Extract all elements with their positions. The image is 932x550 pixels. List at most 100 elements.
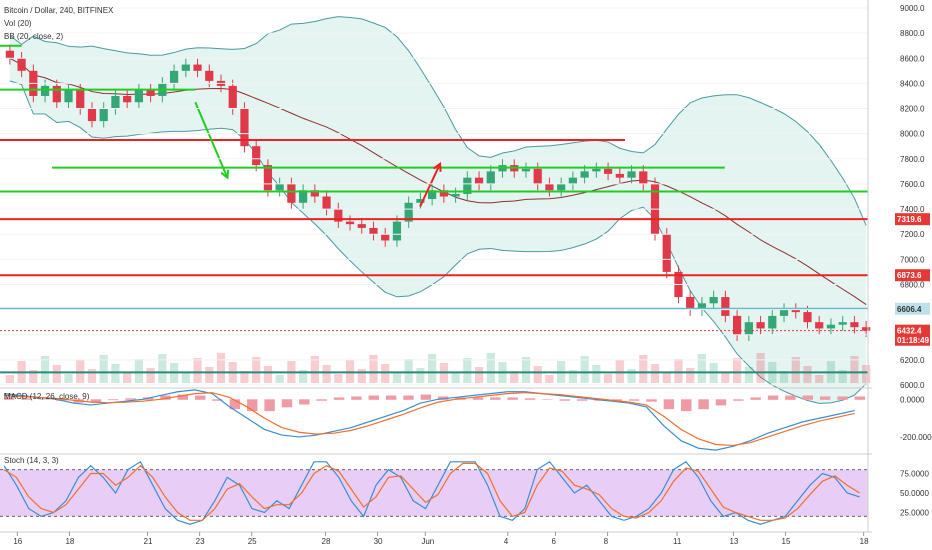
candle-body[interactable] [768,315,777,329]
candle-body[interactable] [99,108,108,122]
volume-bar [686,368,695,383]
candle-body[interactable] [169,70,179,84]
candle-body[interactable] [345,221,355,225]
candle-body[interactable] [416,199,425,203]
price-tick-label: 7200.0 [900,230,925,239]
volume-bar [744,367,753,383]
candle-body[interactable] [686,297,695,310]
candle-body[interactable] [40,85,50,96]
candle-body[interactable] [791,309,800,313]
candle-body[interactable] [275,183,284,191]
macd-histogram-bar [472,397,484,400]
candle-body[interactable] [52,85,61,103]
candle-body[interactable] [779,309,789,316]
candle-body[interactable] [392,221,402,241]
candle-body[interactable] [557,183,566,191]
candle-body[interactable] [17,58,26,71]
candle-body[interactable] [322,196,331,210]
candle-body[interactable] [850,322,859,328]
volume-bar [592,365,601,383]
candle-body[interactable] [357,224,366,228]
candle-body[interactable] [838,322,847,325]
volume-bar [416,368,425,383]
macd-histogram-bar [524,398,536,400]
volume-bar [334,374,343,383]
candle-body[interactable] [428,190,437,200]
trend-arrow[interactable] [419,163,441,207]
candle-body[interactable] [568,177,577,184]
volume-bar [428,354,437,383]
candle-body[interactable] [603,168,613,174]
candle-body[interactable] [181,64,190,71]
candle-body[interactable] [240,108,249,147]
candle-body[interactable] [5,50,14,59]
volume-bar [64,374,73,383]
candle-body[interactable] [521,168,531,172]
candle-body[interactable] [123,95,132,103]
candle-body[interactable] [486,171,495,184]
candle-body[interactable] [76,89,85,109]
candle-body[interactable] [744,322,753,335]
volume-bar [815,375,824,383]
candle-body[interactable] [627,171,636,178]
candle-body[interactable] [310,190,319,197]
macd-histogram-bar [767,395,779,400]
candle-body[interactable] [263,165,273,191]
candle-body[interactable] [803,312,812,323]
candle-body[interactable] [87,108,97,122]
candle-body[interactable] [709,297,718,304]
trend-arrow[interactable] [194,101,229,179]
macd-histogram-bar [177,394,189,400]
volume-bar [381,364,390,383]
candle-body[interactable] [146,89,155,96]
candle-body[interactable] [592,168,601,172]
candle-body[interactable] [662,234,671,272]
candle-body[interactable] [252,146,261,166]
candle-body[interactable] [404,202,413,222]
candle-body[interactable] [533,168,542,184]
candle-body[interactable] [639,171,648,184]
macd-tick-label: -200.0000 [900,433,932,442]
drawn-lines[interactable] [0,44,868,374]
candle-body[interactable] [721,297,730,316]
candle-body[interactable] [733,315,742,335]
candle-body[interactable] [439,190,448,197]
candle-body[interactable] [615,173,624,178]
macd-panel[interactable]: 0.0000 -200.0000 [0,387,932,451]
macd-tick-label: 0.0000 [900,395,925,404]
stoch-panel[interactable]: 75.0000 50.0000 25.0000 [0,453,929,525]
arrow-head [220,169,230,180]
price-panel[interactable] [5,16,871,404]
candle-body[interactable] [697,303,707,310]
candle-body[interactable] [756,322,765,329]
candle-body[interactable] [287,183,296,203]
candle-body[interactable] [545,183,554,191]
candle-body[interactable] [334,209,343,222]
volume-bar [123,373,132,383]
stoch-d-line [3,462,860,521]
macd-histogram-bar [420,394,432,400]
price-tick-label: 6000.0 [900,381,925,390]
candle-body[interactable] [64,89,73,103]
candle-body[interactable] [111,95,120,109]
candle-body[interactable] [826,324,836,329]
candle-body[interactable] [369,227,378,235]
x-tick-label: 25 [248,537,257,546]
candle-body[interactable] [474,177,484,184]
candle-body[interactable] [193,64,202,71]
candle-body[interactable] [299,190,308,203]
candle-body[interactable] [205,70,214,81]
candle-body[interactable] [862,327,871,331]
candle-body[interactable] [463,177,472,194]
candle-body[interactable] [228,85,237,109]
candle-body[interactable] [134,89,143,103]
price-tag-text: 7319.6 [897,215,922,224]
candle-body[interactable] [580,171,589,178]
candle-body[interactable] [381,234,390,241]
macd-histogram-bar [90,399,102,403]
candle-body[interactable] [451,193,460,197]
volume-bar [580,356,589,383]
price-tick-label: 7400.0 [900,205,925,214]
candle-body[interactable] [815,322,824,329]
